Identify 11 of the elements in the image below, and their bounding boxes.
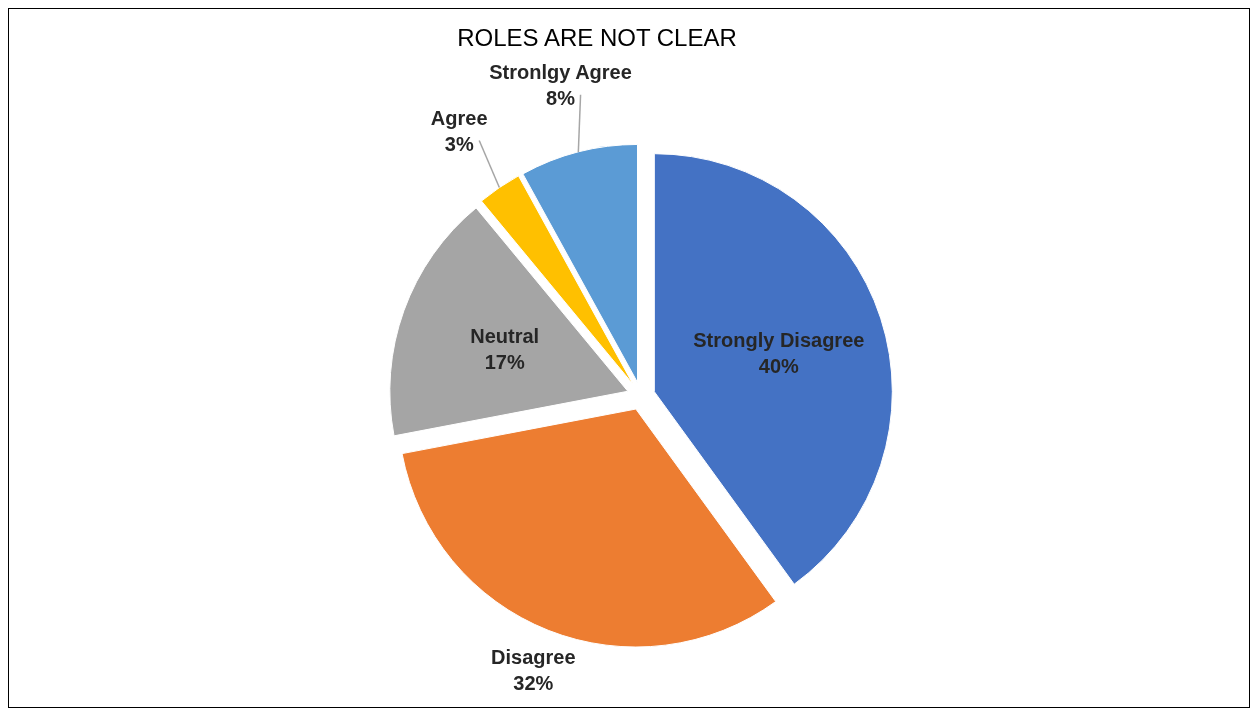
slice-label: Agree: [430, 106, 488, 129]
data-label: 8%: [546, 86, 576, 109]
chart-title: ROLES ARE NOT CLEAR: [457, 24, 737, 51]
slice-label: Strongly Disagree: [693, 329, 865, 352]
data-label: 17%: [484, 350, 525, 373]
slice-label: Stronlgy Agree: [489, 60, 632, 83]
data-label: 32%: [513, 671, 554, 694]
slice-label: Disagree: [491, 645, 576, 668]
data-label: 3%: [444, 132, 474, 155]
slice-label: Neutral: [470, 324, 540, 347]
data-label: 40%: [758, 355, 800, 378]
